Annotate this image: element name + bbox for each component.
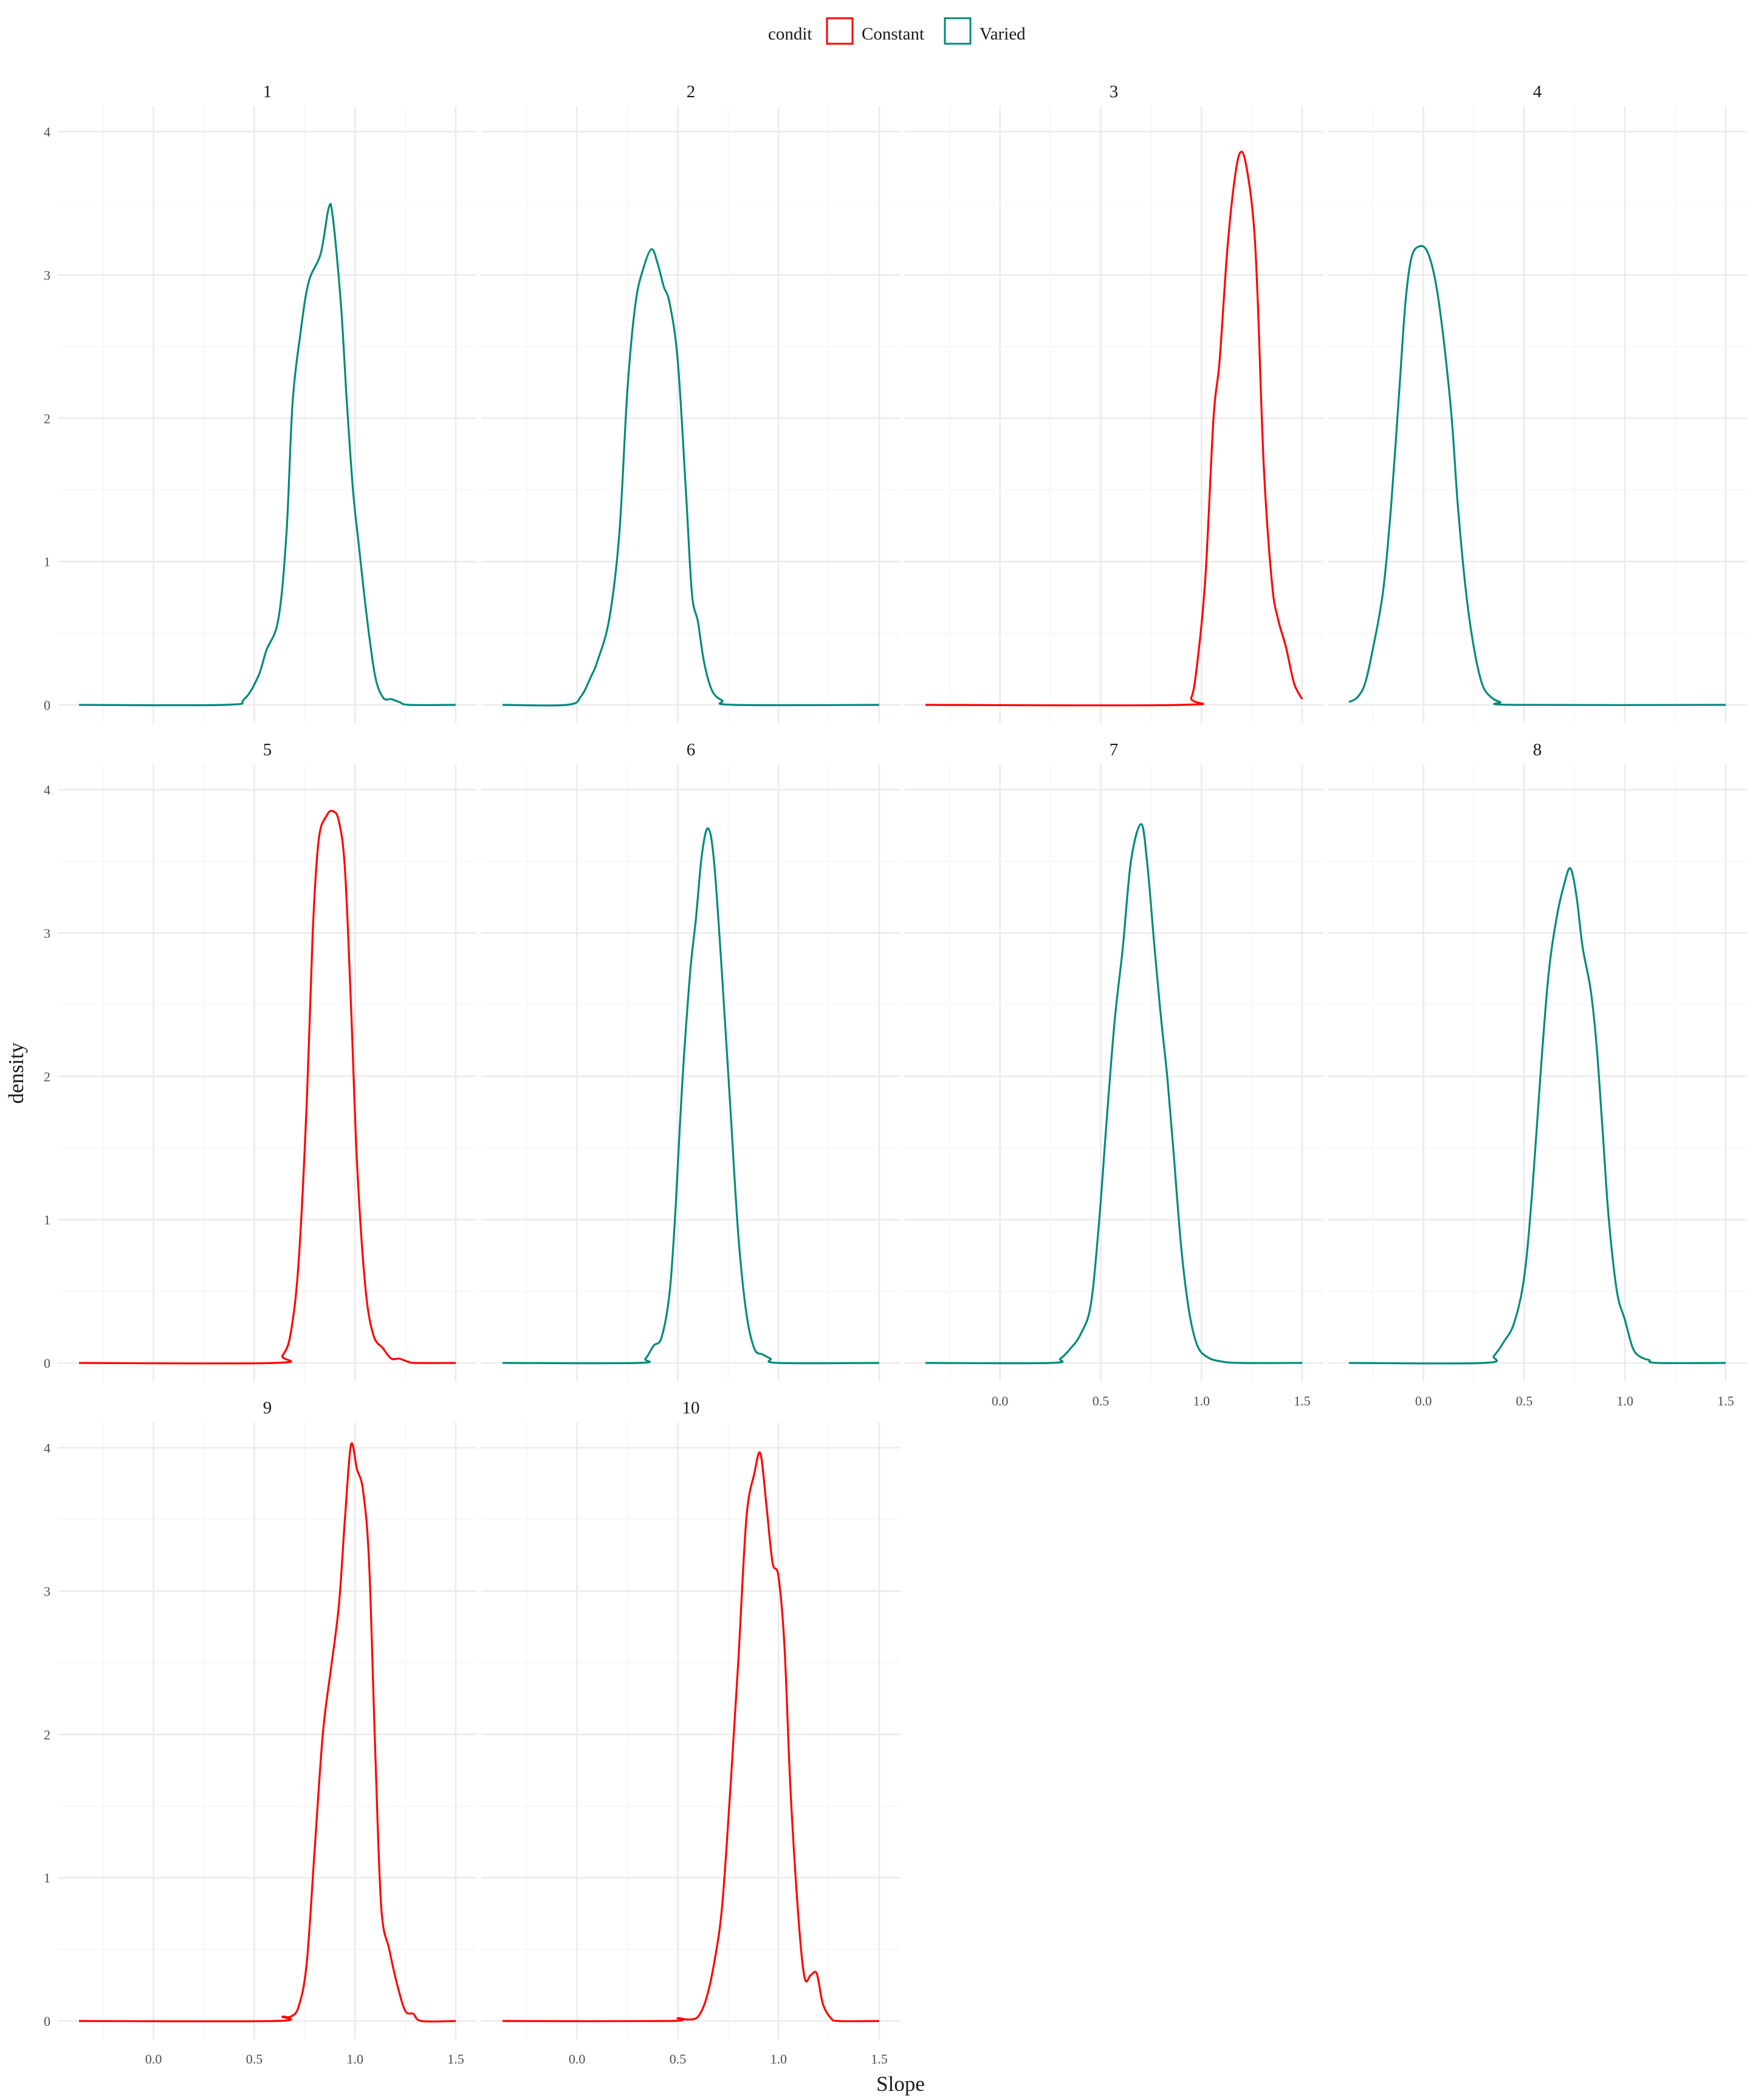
facet-panel-8: 8 0.0 0.5 1.0 1.5 xyxy=(1328,740,1747,1409)
x-tick-label: 0.5 xyxy=(246,2051,263,2067)
y-tick-label: 3 xyxy=(44,925,50,941)
y-tick-label: 4 xyxy=(44,783,50,798)
facet-panel-10: 10 0.0 0.5 1.0 1.5 xyxy=(481,1398,901,2067)
y-tick-label: 4 xyxy=(44,125,50,140)
density-line-varied xyxy=(1349,246,1726,705)
y-tick-label: 1 xyxy=(44,1870,50,1886)
y-tick-label: 2 xyxy=(44,1069,50,1084)
y-tick-label: 1 xyxy=(44,554,50,569)
x-tick-label: 0.5 xyxy=(670,2051,687,2067)
x-tick-label: 0.0 xyxy=(145,2051,162,2067)
facet-strip-label: 6 xyxy=(687,740,696,760)
legend-key-constant xyxy=(827,18,853,44)
x-tick-label: 1.5 xyxy=(871,2051,888,2067)
y-tick-label: 4 xyxy=(44,1441,50,1456)
facet-strip-label: 10 xyxy=(682,1398,700,1418)
y-tick-label: 0 xyxy=(44,1356,50,1371)
x-tick-label: 1.5 xyxy=(1717,1393,1734,1409)
facet-strip-label: 1 xyxy=(263,82,272,101)
x-tick-label: 1.0 xyxy=(1616,1393,1633,1409)
facet-panel-3: 3 xyxy=(904,82,1323,723)
facet-panel-2: 2 xyxy=(481,82,901,723)
x-tick-label: 0.0 xyxy=(992,1393,1009,1409)
y-tick-label: 0 xyxy=(44,698,50,713)
facet-panel-7: 7 0.0 0.5 1.0 1.5 xyxy=(904,740,1323,1409)
facet-strip-label: 8 xyxy=(1533,740,1542,760)
facet-panel-1: 1 0 1 2 3 4 xyxy=(44,82,477,723)
x-tick-label: 0.5 xyxy=(1516,1393,1533,1409)
density-line-varied xyxy=(79,204,456,705)
y-tick-label: 3 xyxy=(44,1584,50,1599)
facet-panel-6: 6 xyxy=(481,740,901,1381)
x-tick-label: 1.0 xyxy=(346,2051,363,2067)
density-line-varied xyxy=(925,824,1302,1363)
x-tick-label: 1.5 xyxy=(447,2051,464,2067)
y-tick-label: 3 xyxy=(44,267,50,283)
y-tick-label: 1 xyxy=(44,1212,50,1227)
y-tick-label: 2 xyxy=(44,1727,50,1742)
facet-panel-4: 4 xyxy=(1328,82,1747,723)
facet-strip-label: 7 xyxy=(1110,740,1119,760)
legend-label-varied: Varied xyxy=(980,24,1026,44)
x-tick-label: 0.0 xyxy=(1415,1393,1432,1409)
x-tick-label: 1.0 xyxy=(770,2051,787,2067)
facet-strip-label: 5 xyxy=(263,740,272,760)
density-line-varied xyxy=(503,828,879,1363)
facet-strip-label: 3 xyxy=(1110,82,1119,101)
legend: condit Constant Varied xyxy=(768,18,1026,44)
density-line-varied xyxy=(1349,868,1726,1364)
legend-key-varied xyxy=(945,18,970,44)
y-axis-title: density xyxy=(4,1042,28,1104)
x-tick-label: 1.0 xyxy=(1193,1393,1210,1409)
x-tick-label: 0.0 xyxy=(569,2051,586,2067)
legend-title: condit xyxy=(768,24,812,44)
facet-strip-label: 2 xyxy=(687,82,696,101)
facet-panel-5: 5 0 1 2 3 4 xyxy=(44,740,477,1381)
legend-label-constant: Constant xyxy=(862,24,924,44)
density-line-constant xyxy=(925,152,1302,705)
y-tick-label: 0 xyxy=(44,2014,50,2029)
y-tick-label: 2 xyxy=(44,411,50,426)
density-line-constant xyxy=(79,811,456,1364)
x-axis-title: Slope xyxy=(876,2072,925,2096)
density-line-constant xyxy=(503,1452,879,2021)
x-tick-label: 1.5 xyxy=(1294,1393,1311,1409)
facet-panel-9: 9 0 1 2 3 4 0.0 0.5 1.0 1.5 xyxy=(44,1398,477,2067)
density-line-varied xyxy=(503,249,879,705)
facet-strip-label: 9 xyxy=(263,1398,272,1418)
facet-strip-label: 4 xyxy=(1533,82,1542,101)
density-line-constant xyxy=(79,1443,456,2022)
x-tick-label: 0.5 xyxy=(1093,1393,1110,1409)
